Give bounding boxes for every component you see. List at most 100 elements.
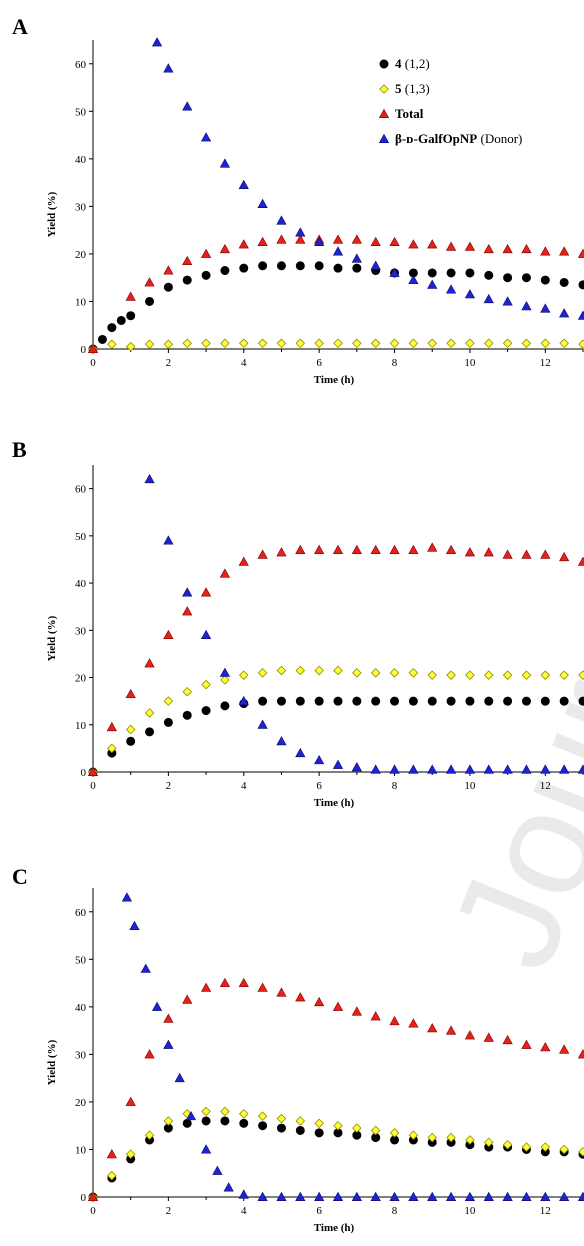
data-point	[408, 274, 419, 285]
data-point	[559, 670, 569, 680]
y-tick-label: 0	[81, 1192, 87, 1204]
data-point	[408, 544, 419, 554]
data-point	[314, 696, 324, 706]
data-point	[389, 236, 400, 247]
data-point	[182, 606, 193, 616]
data-point	[129, 920, 140, 931]
data-point	[503, 696, 513, 706]
data-point	[144, 658, 155, 668]
data-point	[333, 263, 343, 273]
data-point	[352, 338, 362, 349]
data-point	[106, 721, 117, 732]
data-point	[370, 1191, 381, 1201]
data-point	[200, 1144, 212, 1154]
data-point	[182, 101, 193, 111]
data-point	[276, 215, 287, 225]
data-point	[107, 323, 117, 333]
y-axis-title: Yield (%)	[46, 191, 58, 237]
data-point	[295, 747, 306, 758]
x-axis-title: Time (h)	[314, 374, 355, 386]
data-point	[540, 764, 551, 774]
data-point	[577, 556, 584, 566]
data-point	[351, 1006, 362, 1016]
data-point	[445, 1191, 457, 1201]
data-point	[239, 1118, 249, 1128]
panel-c: C 0 10 20 30 40 50 60 0 2 4 6 8 10 12 Time (h) Yield (%)	[12, 864, 584, 1234]
data-point	[465, 696, 475, 706]
data-point	[144, 1049, 155, 1059]
data-point	[144, 1130, 155, 1140]
data-point	[144, 339, 155, 350]
data-point	[370, 338, 381, 349]
data-point	[332, 234, 344, 244]
data-point	[314, 754, 325, 765]
data-point	[351, 1191, 362, 1201]
data-point	[408, 239, 419, 249]
data-point	[484, 338, 494, 349]
y-tick-label: 0	[81, 344, 87, 356]
y-tick-label: 60	[75, 59, 87, 71]
y-tick-label: 50	[75, 531, 87, 543]
y-tick-label: 30	[75, 201, 87, 213]
data-point	[295, 234, 306, 244]
data-point	[559, 1191, 570, 1201]
data-point	[107, 1170, 117, 1181]
data-point	[427, 239, 438, 249]
data-point	[408, 1130, 419, 1140]
y-tick-label: 10	[75, 720, 87, 732]
data-point	[238, 1189, 249, 1199]
data-point	[201, 706, 211, 716]
data-point	[314, 1118, 324, 1129]
data-point	[503, 273, 513, 283]
data-point	[540, 670, 551, 680]
data-point	[352, 696, 362, 706]
data-point	[238, 977, 249, 988]
data-point	[220, 338, 230, 349]
series-triangle	[87, 542, 584, 776]
legend-entry: 4 (1,2)	[395, 56, 430, 71]
data-point	[559, 1144, 569, 1155]
data-point	[97, 334, 107, 344]
data-point	[107, 339, 117, 350]
data-point	[201, 338, 211, 349]
data-point	[521, 338, 532, 349]
data-point	[464, 1191, 476, 1201]
x-tick-label: 6	[316, 1205, 322, 1217]
data-point	[276, 736, 287, 746]
data-point	[351, 762, 362, 772]
data-point	[126, 736, 136, 746]
data-point	[427, 279, 438, 289]
data-point	[220, 266, 230, 276]
data-point	[389, 764, 400, 774]
legend-entry: Total	[395, 106, 424, 121]
data-point	[200, 248, 212, 258]
data-point	[389, 338, 400, 349]
data-point	[87, 1191, 99, 1201]
y-tick-label: 60	[75, 484, 87, 496]
y-tick-label: 60	[75, 907, 87, 919]
data-point	[427, 1023, 438, 1033]
data-point	[201, 1116, 211, 1126]
data-point	[220, 675, 230, 685]
y-tick-label: 0	[81, 767, 87, 779]
data-point	[464, 547, 476, 557]
data-point	[276, 261, 286, 271]
data-point	[521, 549, 532, 559]
data-point	[163, 535, 174, 545]
data-point	[116, 315, 126, 325]
series-triangle	[121, 892, 584, 1201]
data-point	[333, 1120, 343, 1131]
data-point	[427, 338, 437, 349]
series-circle	[88, 696, 584, 777]
data-point	[483, 547, 494, 557]
data-point	[258, 261, 268, 271]
data-point	[238, 239, 249, 249]
data-point	[352, 1123, 362, 1133]
data-point	[332, 246, 344, 256]
x-tick-label: 8	[392, 357, 398, 369]
y-tick-label: 40	[75, 578, 87, 590]
data-point	[220, 1106, 230, 1117]
data-point	[577, 310, 584, 320]
x-tick-label: 2	[166, 1205, 172, 1217]
